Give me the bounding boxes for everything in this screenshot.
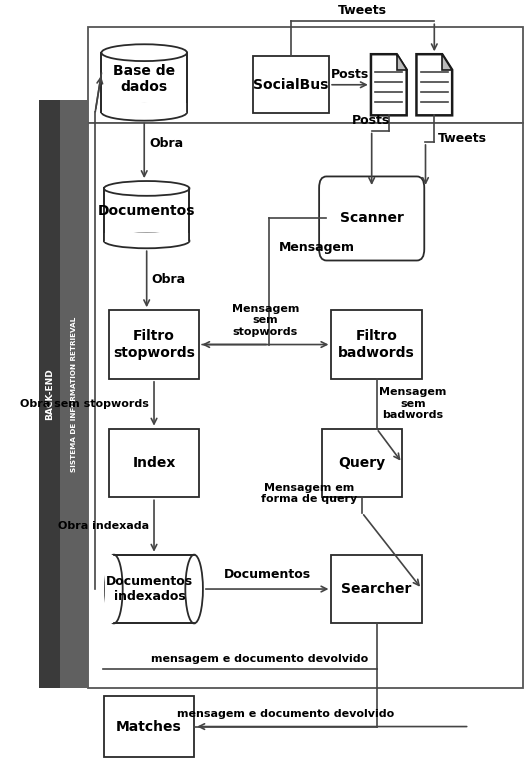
FancyBboxPatch shape bbox=[101, 53, 187, 112]
Text: Documentos
indexados: Documentos indexados bbox=[106, 575, 193, 603]
FancyBboxPatch shape bbox=[109, 428, 199, 497]
Ellipse shape bbox=[101, 104, 187, 121]
Ellipse shape bbox=[185, 555, 203, 623]
Polygon shape bbox=[416, 55, 452, 115]
Text: Documentos: Documentos bbox=[224, 569, 311, 581]
Ellipse shape bbox=[105, 555, 123, 623]
FancyBboxPatch shape bbox=[253, 56, 329, 114]
FancyBboxPatch shape bbox=[331, 555, 422, 623]
Text: Mensagem
sem
stopwords: Mensagem sem stopwords bbox=[232, 304, 299, 337]
Text: Mensagem: Mensagem bbox=[279, 241, 355, 255]
Text: SocialBus: SocialBus bbox=[253, 78, 329, 92]
Polygon shape bbox=[371, 55, 407, 115]
FancyBboxPatch shape bbox=[105, 233, 189, 241]
FancyBboxPatch shape bbox=[114, 555, 194, 623]
Text: Obra sem stopwords: Obra sem stopwords bbox=[20, 399, 149, 409]
Text: Posts: Posts bbox=[352, 114, 390, 127]
FancyBboxPatch shape bbox=[104, 696, 194, 757]
Text: Index: Index bbox=[132, 456, 176, 470]
Polygon shape bbox=[442, 55, 452, 70]
FancyBboxPatch shape bbox=[331, 310, 422, 379]
FancyBboxPatch shape bbox=[105, 555, 114, 623]
FancyBboxPatch shape bbox=[104, 189, 190, 241]
FancyBboxPatch shape bbox=[322, 428, 402, 497]
Text: Tweets: Tweets bbox=[438, 132, 487, 145]
Text: Searcher: Searcher bbox=[341, 582, 412, 596]
Text: Filtro
badwords: Filtro badwords bbox=[338, 330, 415, 360]
FancyBboxPatch shape bbox=[88, 123, 524, 689]
Polygon shape bbox=[397, 55, 407, 70]
FancyBboxPatch shape bbox=[39, 100, 59, 689]
Text: Matches: Matches bbox=[116, 720, 182, 734]
FancyBboxPatch shape bbox=[109, 310, 199, 379]
Ellipse shape bbox=[101, 44, 187, 61]
Text: BACK-END: BACK-END bbox=[45, 368, 54, 420]
Text: Documentos: Documentos bbox=[98, 204, 195, 218]
Text: Scanner: Scanner bbox=[340, 211, 404, 225]
Text: Tweets: Tweets bbox=[337, 4, 387, 17]
FancyBboxPatch shape bbox=[102, 103, 186, 113]
Text: mensagem e documento devolvido: mensagem e documento devolvido bbox=[151, 654, 368, 664]
Text: Obra: Obra bbox=[149, 136, 183, 150]
Text: Obra: Obra bbox=[151, 273, 186, 286]
Ellipse shape bbox=[104, 181, 190, 196]
Text: Filtro
stopwords: Filtro stopwords bbox=[113, 330, 195, 360]
Text: Obra indexada: Obra indexada bbox=[58, 521, 149, 531]
Text: Base de
dados: Base de dados bbox=[113, 64, 175, 93]
Text: SISTEMA DE INFORMATION RETRIEVAL: SISTEMA DE INFORMATION RETRIEVAL bbox=[71, 316, 77, 472]
FancyBboxPatch shape bbox=[59, 100, 88, 689]
Ellipse shape bbox=[104, 234, 190, 249]
Text: Query: Query bbox=[338, 456, 386, 470]
Text: Mensagem em
forma de query: Mensagem em forma de query bbox=[261, 483, 357, 504]
FancyBboxPatch shape bbox=[88, 27, 524, 123]
Text: mensagem e documento devolvido: mensagem e documento devolvido bbox=[177, 709, 394, 719]
Text: Posts: Posts bbox=[331, 68, 369, 81]
Text: Mensagem
sem
badwords: Mensagem sem badwords bbox=[379, 387, 447, 421]
FancyBboxPatch shape bbox=[319, 177, 424, 260]
